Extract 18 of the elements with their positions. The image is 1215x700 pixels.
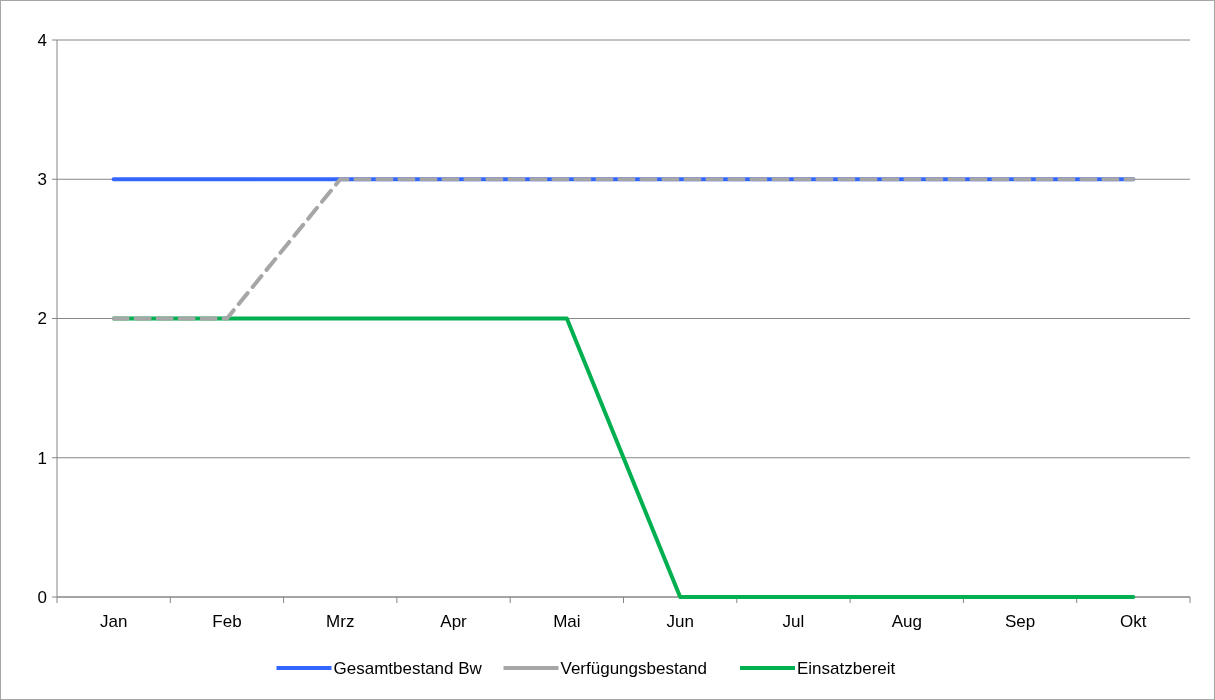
x-tick-label: Feb — [212, 612, 242, 631]
legend-label: Gesamtbestand Bw — [333, 658, 483, 678]
y-tick-label: 3 — [37, 170, 47, 190]
legend-label: Einsatzbereit — [797, 658, 896, 678]
x-tick-label: Sep — [1004, 612, 1036, 631]
x-tick-label: Mai — [553, 612, 581, 631]
y-tick-label: 2 — [37, 309, 47, 329]
x-tick-label: Apr — [440, 612, 468, 631]
x-tick-label: Jul — [782, 612, 805, 631]
y-tick-label: 4 — [37, 30, 47, 50]
x-tick-label: Aug — [891, 612, 922, 631]
x-tick-label: Okt — [1120, 612, 1147, 631]
x-tick-label: Mrz — [326, 612, 355, 631]
y-tick-label: 0 — [37, 587, 47, 607]
y-tick-label: 1 — [37, 448, 47, 468]
x-tick-label: Jan — [99, 612, 128, 631]
x-tick-label: Jun — [666, 612, 694, 631]
legend-label: Verfügungsbestand — [560, 658, 708, 678]
